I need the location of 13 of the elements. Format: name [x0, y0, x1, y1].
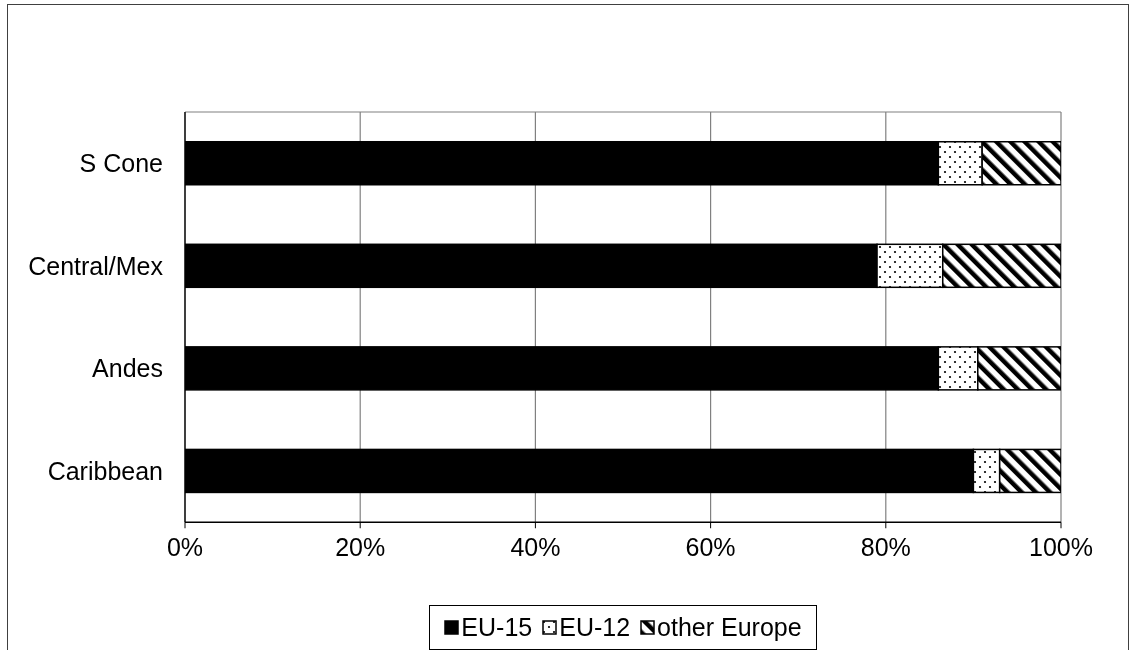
x-tick-label: 100%: [1029, 533, 1093, 561]
x-tick-label: 20%: [335, 533, 386, 561]
x-tick-label: 60%: [685, 533, 736, 561]
y-tick-label: Central/Mex: [28, 251, 164, 280]
y-tick-label: S Cone: [79, 149, 163, 178]
y-tick-label: Andes: [92, 354, 163, 383]
x-tick-label: 40%: [510, 533, 561, 561]
x-tick-label: 80%: [860, 533, 911, 561]
legend-label: EU-15: [461, 613, 533, 642]
legend-label: other Europe: [657, 613, 802, 642]
y-tick-label: Caribbean: [47, 456, 163, 485]
legend-label: EU-12: [559, 613, 631, 642]
x-tick-label: 0%: [166, 533, 204, 561]
